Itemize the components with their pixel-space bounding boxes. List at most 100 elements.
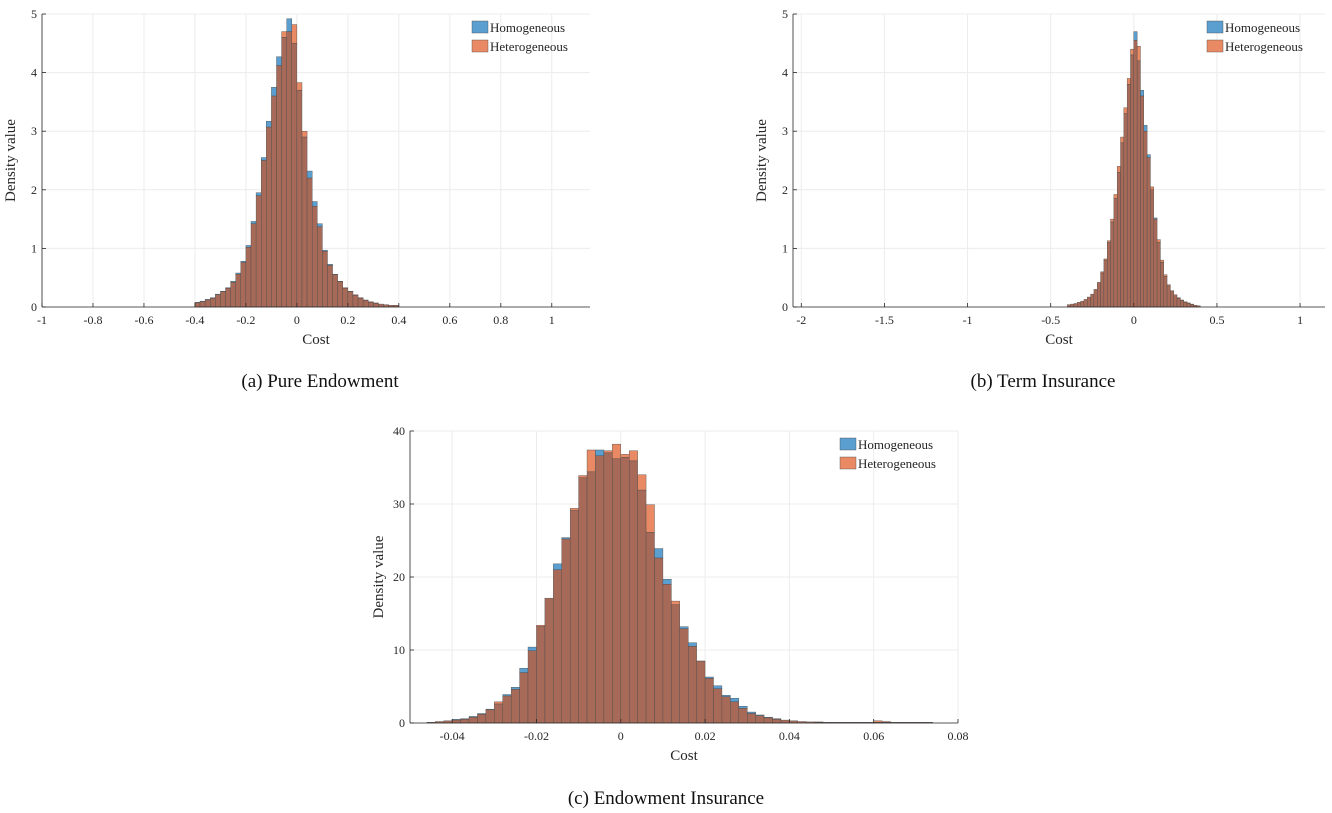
histogram-bar-overlap: [1160, 262, 1164, 308]
histogram-bar-overlap: [603, 452, 613, 724]
histogram-bar-overlap: [1176, 298, 1181, 308]
y-axis-label: Density value: [3, 119, 19, 202]
histogram-bar: [704, 676, 714, 679]
legend-swatch: [839, 437, 857, 451]
histogram-bar-overlap: [629, 460, 638, 724]
x-tick-label: -0.8: [83, 313, 102, 327]
y-tick-label: 4: [31, 66, 37, 80]
histogram-bar-overlap: [671, 604, 680, 724]
x-tick-label: -2: [796, 313, 806, 327]
x-axis-label: Cost: [1045, 332, 1073, 348]
histogram-bar: [1116, 166, 1121, 173]
histogram-bar: [645, 504, 655, 533]
legend-swatch: [1206, 39, 1224, 53]
histogram-bar-overlap: [1166, 285, 1171, 308]
histogram-bar-overlap: [704, 678, 714, 724]
y-axis-label: Density value: [754, 119, 770, 202]
x-tick-label: 0: [618, 729, 624, 743]
chart-b-svg: -2 -1.5 -1 -0.5 0 0.5 1 0 1 2 3 4 5 Cost Density value…: [754, 7, 1325, 348]
histogram-bar-overlap: [210, 298, 216, 308]
histogram-bar-overlap: [357, 298, 364, 308]
histogram-bar-overlap: [738, 708, 748, 724]
y-tick-label: 0: [782, 300, 788, 314]
y-tick-label: 3: [31, 124, 37, 138]
histogram-bar-overlap: [255, 195, 262, 308]
x-tick-label: 0: [1131, 313, 1137, 327]
x-tick-label: 0.5: [1209, 313, 1224, 327]
legend-label: Homogeneous: [490, 20, 565, 35]
histogram-bar: [662, 578, 672, 585]
y-tick-label: 2: [782, 183, 788, 197]
histogram-bar-overlap: [713, 688, 723, 724]
x-axis-label: Cost: [670, 748, 698, 764]
legend-swatch: [471, 20, 489, 34]
x-tick-label: -0.4: [185, 313, 204, 327]
histogram-bar-overlap: [485, 709, 495, 724]
x-tick-label: 0.04: [779, 729, 800, 743]
histogram-bar: [255, 192, 262, 196]
histogram-bar-overlap: [1133, 40, 1138, 308]
histogram-bar-overlap: [1156, 242, 1161, 308]
histogram-bar-overlap: [527, 650, 537, 724]
histogram-bar-overlap: [1173, 295, 1178, 308]
histogram-bar-overlap: [544, 597, 554, 724]
histogram-bar-overlap: [1180, 300, 1184, 308]
histogram-bar-overlap: [1130, 54, 1135, 308]
histogram-bar: [1140, 89, 1144, 97]
histogram-bar: [281, 31, 287, 38]
histogram-bar-overlap: [612, 458, 621, 724]
histogram-bar: [536, 624, 546, 627]
legend-swatch: [839, 456, 857, 470]
histogram-bar: [527, 646, 537, 651]
x-tick-label: 1: [549, 313, 555, 327]
histogram-bar-overlap: [1146, 157, 1151, 308]
histogram-bar: [250, 221, 257, 224]
histogram-bar-overlap: [245, 247, 252, 308]
chart-a-svg: -1 -0.8 -0.6 -0.4 -0.2 0 0.2 0.4 0.6 0.8 1 0 1 2 3 4 5 Co…: [3, 7, 590, 348]
legend-label: Heterogeneous: [858, 456, 936, 471]
histogram-bar: [286, 18, 292, 32]
y-tick-label: 5: [782, 7, 788, 21]
caption-a: (a) Pure Endowment: [241, 371, 399, 392]
histogram-bar-overlap: [378, 303, 384, 308]
histogram-bar-overlap: [327, 265, 333, 308]
histogram-bar-overlap: [654, 557, 664, 724]
histogram-bar-overlap: [578, 477, 588, 724]
histogram-bar-overlap: [561, 538, 571, 724]
y-tick-label: 4: [782, 66, 788, 80]
histogram-bar: [553, 563, 562, 570]
histogram-bar-overlap: [322, 251, 328, 308]
legend-label: Homogeneous: [1225, 20, 1300, 35]
histogram-bar: [317, 223, 323, 227]
y-tick-label: 1: [31, 241, 37, 255]
histogram-bar: [679, 626, 689, 630]
histogram-bar-overlap: [1073, 303, 1078, 308]
histogram-bar-overlap: [460, 719, 470, 724]
histogram-bar-overlap: [1123, 113, 1128, 308]
histogram-bar: [1146, 154, 1151, 158]
histogram-bar-overlap: [266, 126, 272, 308]
histogram-bar: [612, 443, 621, 459]
histogram-bar-overlap: [780, 719, 790, 724]
histogram-bar: [586, 449, 596, 473]
histogram-bar-overlap: [337, 281, 343, 308]
histogram-bar: [1143, 125, 1148, 132]
caption-b: (b) Term Insurance: [970, 371, 1116, 392]
x-tick-label: -0.6: [134, 313, 153, 327]
histogram-bar-overlap: [662, 584, 672, 724]
histogram-bar-overlap: [586, 471, 596, 724]
histogram-bar-overlap: [1120, 142, 1125, 308]
histogram-bar-overlap: [1116, 172, 1121, 308]
y-tick-label: 0: [31, 300, 37, 314]
x-tick-label: 0.6: [442, 313, 457, 327]
histogram-bar-overlap: [1103, 259, 1108, 308]
histogram-bar-overlap: [502, 695, 512, 724]
histogram-bar: [1156, 239, 1161, 243]
histogram-bar-overlap: [276, 65, 282, 308]
histogram-bar-overlap: [721, 696, 731, 724]
y-tick-label: 0: [399, 716, 405, 730]
histogram-bar-overlap: [1083, 299, 1088, 308]
y-tick-label: 1: [782, 241, 788, 255]
histogram-bar: [654, 548, 664, 559]
histogram-bar-overlap: [306, 177, 313, 308]
